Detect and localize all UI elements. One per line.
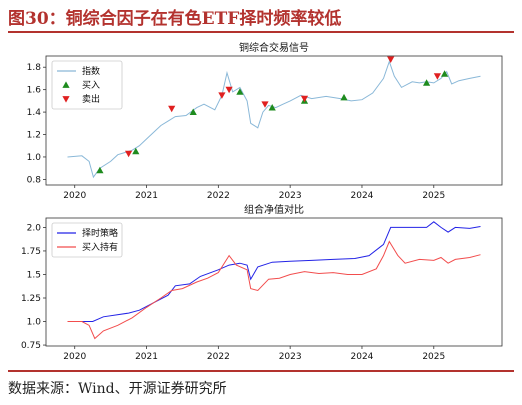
legend: [51, 222, 123, 258]
source-note: 数据来源：Wind、开源证券研究所: [8, 381, 227, 397]
figure-header: 图30：铜综合因子在有色ETF择时频率较低: [8, 2, 514, 30]
y-tick-label: 1.75: [21, 247, 41, 257]
marker-卖出: [168, 105, 176, 113]
x-tick-label: 2020: [63, 191, 86, 201]
x-tick-label: 2025: [422, 352, 445, 361]
chart-title: 铜综合交易信号: [239, 41, 309, 54]
marker-卖出: [300, 95, 309, 103]
marker-卖出: [225, 86, 233, 94]
y-tick-label: 1.2: [27, 131, 41, 141]
x-tick-label: 2024: [351, 191, 374, 201]
marker-卖出: [387, 56, 395, 63]
y-tick-label: 1.25: [21, 294, 41, 304]
x-tick-label: 2020: [63, 352, 86, 361]
x-tick-label: 2022: [207, 352, 230, 361]
figure-title: 图30：铜综合因子在有色ETF择时频率较低: [8, 9, 342, 29]
y-tick-label: 1.0: [27, 318, 42, 328]
footer-rule: [8, 370, 514, 372]
marker-买入: [268, 104, 276, 111]
legend-label: 买入持有: [82, 241, 118, 253]
x-tick-label: 2023: [279, 352, 302, 361]
x-tick-label: 2023: [279, 191, 302, 201]
legend: [51, 60, 123, 110]
x-tick-label: 2022: [207, 191, 230, 201]
x-tick-label: 2025: [422, 191, 445, 201]
y-tick-label: 0.8: [27, 175, 42, 185]
y-tick-label: 1.6: [27, 86, 42, 96]
y-tick-label: 1.8: [27, 63, 42, 73]
x-tick-label: 2021: [135, 352, 158, 361]
series-line-指数: [67, 60, 481, 179]
marker-买入: [132, 147, 140, 155]
marker-买入: [96, 166, 104, 174]
legend-swatch: [62, 81, 70, 88]
legend-label: 买入: [82, 80, 100, 91]
series-line-买入持有: [67, 240, 481, 340]
legend-label: 指数: [82, 65, 100, 77]
x-tick-label: 2021: [135, 191, 158, 201]
y-tick-label: 0.75: [21, 341, 41, 351]
marker-卖出: [125, 150, 133, 158]
marker-买入: [236, 88, 244, 95]
marker-买入: [423, 79, 431, 86]
y-tick-label: 2.0: [27, 223, 42, 233]
header-rule: [8, 31, 514, 33]
marker-卖出: [433, 73, 441, 80]
marker-买入: [189, 108, 197, 115]
marker-买入: [441, 70, 449, 77]
marker-卖出: [261, 101, 269, 108]
legend-label: 卖出: [82, 93, 100, 105]
plot-frame: [45, 55, 503, 186]
y-tick-label: 1.5: [27, 270, 41, 280]
series-line-择时策略: [67, 221, 481, 322]
marker-买入: [340, 93, 348, 101]
signal-chart: 铜综合交易信号 2020 2021 2022 2023 2024 2025 0.8 1.0 1.2…: [27, 41, 503, 201]
y-tick-label: 1.4: [27, 108, 42, 118]
nav-comparison-chart: 组合净值对比 2020 2021 2022 2023 2024 2025 0.75 1.0 1.2…: [21, 203, 503, 361]
marker-卖出: [218, 92, 226, 99]
chart-title: 组合净值对比: [244, 203, 304, 216]
y-tick-label: 1.0: [27, 153, 42, 163]
legend-label: 择时策略: [82, 227, 118, 239]
x-tick-label: 2024: [351, 352, 374, 361]
plot-frame: [45, 217, 503, 347]
legend-swatch: [62, 96, 70, 103]
